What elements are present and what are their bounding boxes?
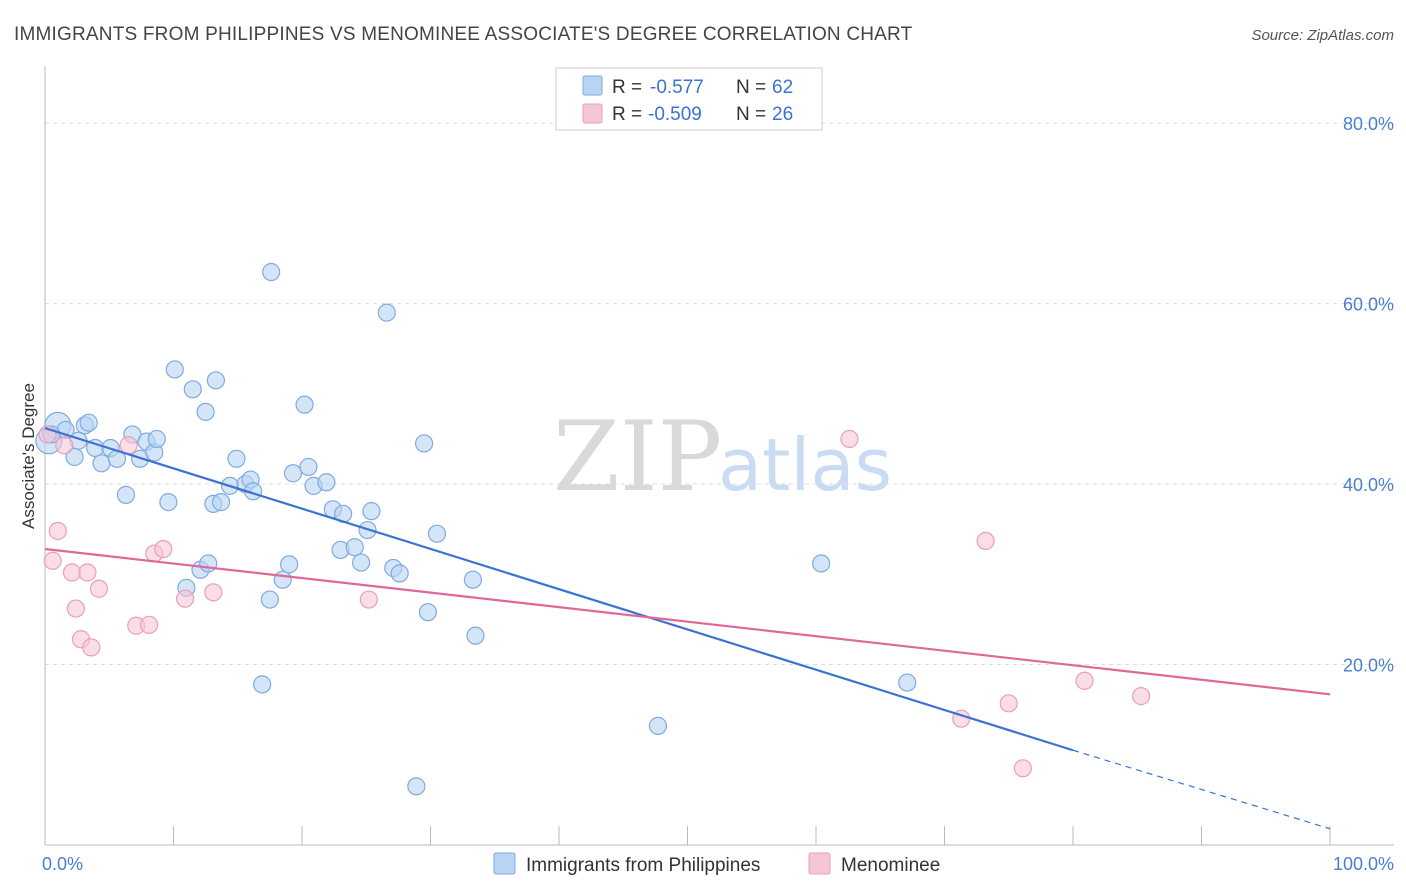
bottom-legend-label-menominee: Menominee <box>841 855 940 876</box>
chart-title: IMMIGRANTS FROM PHILIPPINES VS MENOMINEE… <box>14 24 913 45</box>
philippines-point-33 <box>262 262 281 282</box>
philippines-point-25 <box>211 493 231 512</box>
philippines-point-54 <box>427 524 447 543</box>
menominee-point-16 <box>204 583 223 602</box>
philippines-point-45 <box>352 553 371 572</box>
legend-r-value-menominee: -0.509 <box>648 104 702 125</box>
menominee-point-10 <box>119 436 138 455</box>
philippines-point-23 <box>206 371 226 390</box>
legend-n-label-philippines: N = <box>736 77 766 98</box>
philippines-point-5 <box>79 413 98 432</box>
philippines-point-37 <box>295 395 314 414</box>
y-tick-label-60: 60.0% <box>1343 295 1394 315</box>
menominee-point-22 <box>1013 759 1032 778</box>
y-tick-label-80: 80.0% <box>1343 114 1394 134</box>
philippines-point-31 <box>253 675 272 694</box>
menominee-point-12 <box>139 615 159 634</box>
philippines-point-7 <box>92 454 111 473</box>
philippines-point-10 <box>116 485 136 504</box>
menominee-point-2 <box>48 521 67 541</box>
bottom-legend-label-philippines: Immigrants from Philippines <box>526 855 760 876</box>
philippines-point-40 <box>317 473 336 492</box>
philippines-point-35 <box>280 555 299 574</box>
philippines-point-17 <box>165 360 184 379</box>
series-philippines-points <box>35 262 917 796</box>
watermark-atlas: atlas <box>718 423 892 507</box>
philippines-point-58 <box>812 554 831 573</box>
philippines-point-34 <box>273 570 292 589</box>
philippines-point-36 <box>283 464 303 483</box>
philippines-point-57 <box>648 716 668 735</box>
x-tick-label-min: 0.0% <box>42 854 83 874</box>
legend-n-label-menominee: N = <box>736 104 766 125</box>
menominee-point-4 <box>62 563 82 582</box>
axes: 20.0% 40.0% 60.0% 80.0% 0.0% 100.0% <box>42 66 1394 874</box>
menominee-point-18 <box>840 429 859 449</box>
philippines-point-15 <box>147 429 166 449</box>
philippines-point-55 <box>463 570 483 589</box>
menominee-point-1 <box>43 551 62 570</box>
trend-line-philippines-extension <box>1072 749 1331 830</box>
gridlines <box>45 122 1394 666</box>
philippines-point-51 <box>407 777 426 796</box>
bottom-legend: Immigrants from Philippines Menominee <box>493 852 940 876</box>
philippines-point-32 <box>260 590 279 609</box>
trend-line-philippines <box>44 427 1074 752</box>
legend-r-value-philippines: -0.577 <box>650 77 704 98</box>
menominee-point-7 <box>78 563 97 582</box>
legend-swatch-menominee <box>582 103 603 124</box>
menominee-point-24 <box>1132 687 1151 706</box>
philippines-point-56 <box>466 626 485 645</box>
philippines-point-27 <box>227 449 246 468</box>
legend-r-label-menominee: R = <box>612 104 642 125</box>
philippines-point-44 <box>345 538 364 557</box>
menominee-point-3 <box>55 436 74 455</box>
legend-n-value-menominee: 26 <box>772 104 793 125</box>
menominee-point-5 <box>66 599 85 618</box>
menominee-point-17 <box>359 590 378 609</box>
bottom-legend-swatch-menominee <box>808 852 831 875</box>
menominee-point-21 <box>999 694 1018 713</box>
menominee-point-20 <box>976 531 995 551</box>
watermark: ZIP atlas <box>553 401 892 513</box>
philippines-point-48 <box>377 303 396 322</box>
philippines-point-47 <box>362 502 381 521</box>
philippines-point-52 <box>414 434 434 453</box>
menominee-point-15 <box>175 589 195 608</box>
legend-n-value-philippines: 62 <box>772 77 793 98</box>
philippines-point-38 <box>299 457 318 477</box>
menominee-point-23 <box>1075 671 1094 690</box>
x-tick-label-max: 100.0% <box>1333 854 1394 874</box>
bottom-legend-swatch-philippines <box>493 852 516 875</box>
y-tick-label-40: 40.0% <box>1343 475 1394 495</box>
philippines-point-20 <box>199 554 218 573</box>
philippines-point-53 <box>418 603 438 622</box>
philippines-point-16 <box>159 493 178 512</box>
legend-swatch-philippines <box>582 75 603 96</box>
philippines-point-50 <box>390 564 409 583</box>
philippines-point-18 <box>183 380 202 399</box>
trend-line-menominee <box>44 547 1331 696</box>
legend-box: R = -0.577 N = 62 R = -0.509 N = 26 <box>555 67 823 131</box>
menominee-point-8 <box>82 638 101 657</box>
chart-source: Source: ZipAtlas.com <box>1251 27 1394 44</box>
y-tick-label-20: 20.0% <box>1343 656 1394 676</box>
philippines-point-59 <box>898 673 917 692</box>
menominee-point-9 <box>89 579 109 598</box>
trend-lines <box>44 427 1331 830</box>
watermark-zip: ZIP <box>553 401 722 513</box>
legend-r-label-philippines: R = <box>612 77 642 98</box>
menominee-point-14 <box>154 539 173 559</box>
y-axis-label: Associate's Degree <box>19 383 38 529</box>
philippines-point-22 <box>196 402 215 421</box>
